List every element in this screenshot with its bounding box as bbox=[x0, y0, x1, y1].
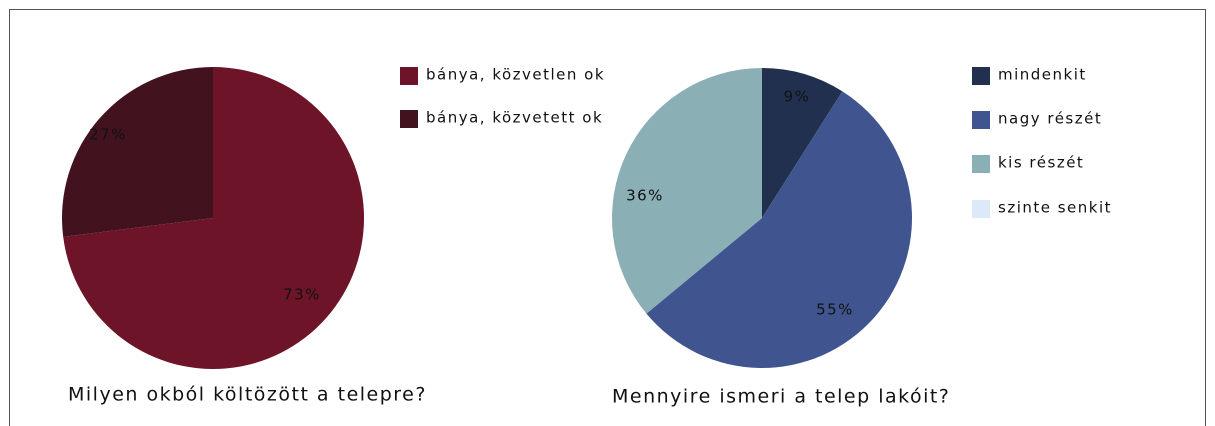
pie-slice bbox=[612, 68, 762, 314]
frame bbox=[9, 9, 1206, 426]
legend-swatch bbox=[972, 111, 990, 129]
pie-slice bbox=[646, 91, 912, 368]
pie-slice bbox=[762, 68, 843, 218]
data-label: 27% bbox=[89, 126, 127, 144]
pie-slice bbox=[63, 67, 364, 369]
chart-title: Milyen okból költözött a telepre? bbox=[68, 384, 427, 406]
legend-label: bánya, közvetett ok bbox=[426, 109, 603, 127]
legend-label: bánya, közvetlen ok bbox=[426, 66, 605, 84]
legend-swatch bbox=[400, 67, 418, 85]
data-label: 36% bbox=[626, 187, 664, 205]
legend-swatch bbox=[972, 200, 990, 218]
data-label: 73% bbox=[283, 286, 321, 304]
data-label: 9% bbox=[784, 88, 811, 106]
data-label: 55% bbox=[816, 301, 854, 319]
chart-title: Mennyire ismeri a telep lakóit? bbox=[612, 386, 950, 408]
pie-slice bbox=[62, 67, 213, 237]
legend-label: nagy részét bbox=[998, 110, 1102, 128]
legend-label: szinte senkit bbox=[998, 199, 1112, 217]
legend-swatch bbox=[400, 110, 418, 128]
legend-swatch bbox=[972, 155, 990, 173]
legend-label: mindenkit bbox=[998, 66, 1087, 84]
legend-swatch bbox=[972, 67, 990, 85]
legend-label: kis részét bbox=[998, 154, 1084, 172]
